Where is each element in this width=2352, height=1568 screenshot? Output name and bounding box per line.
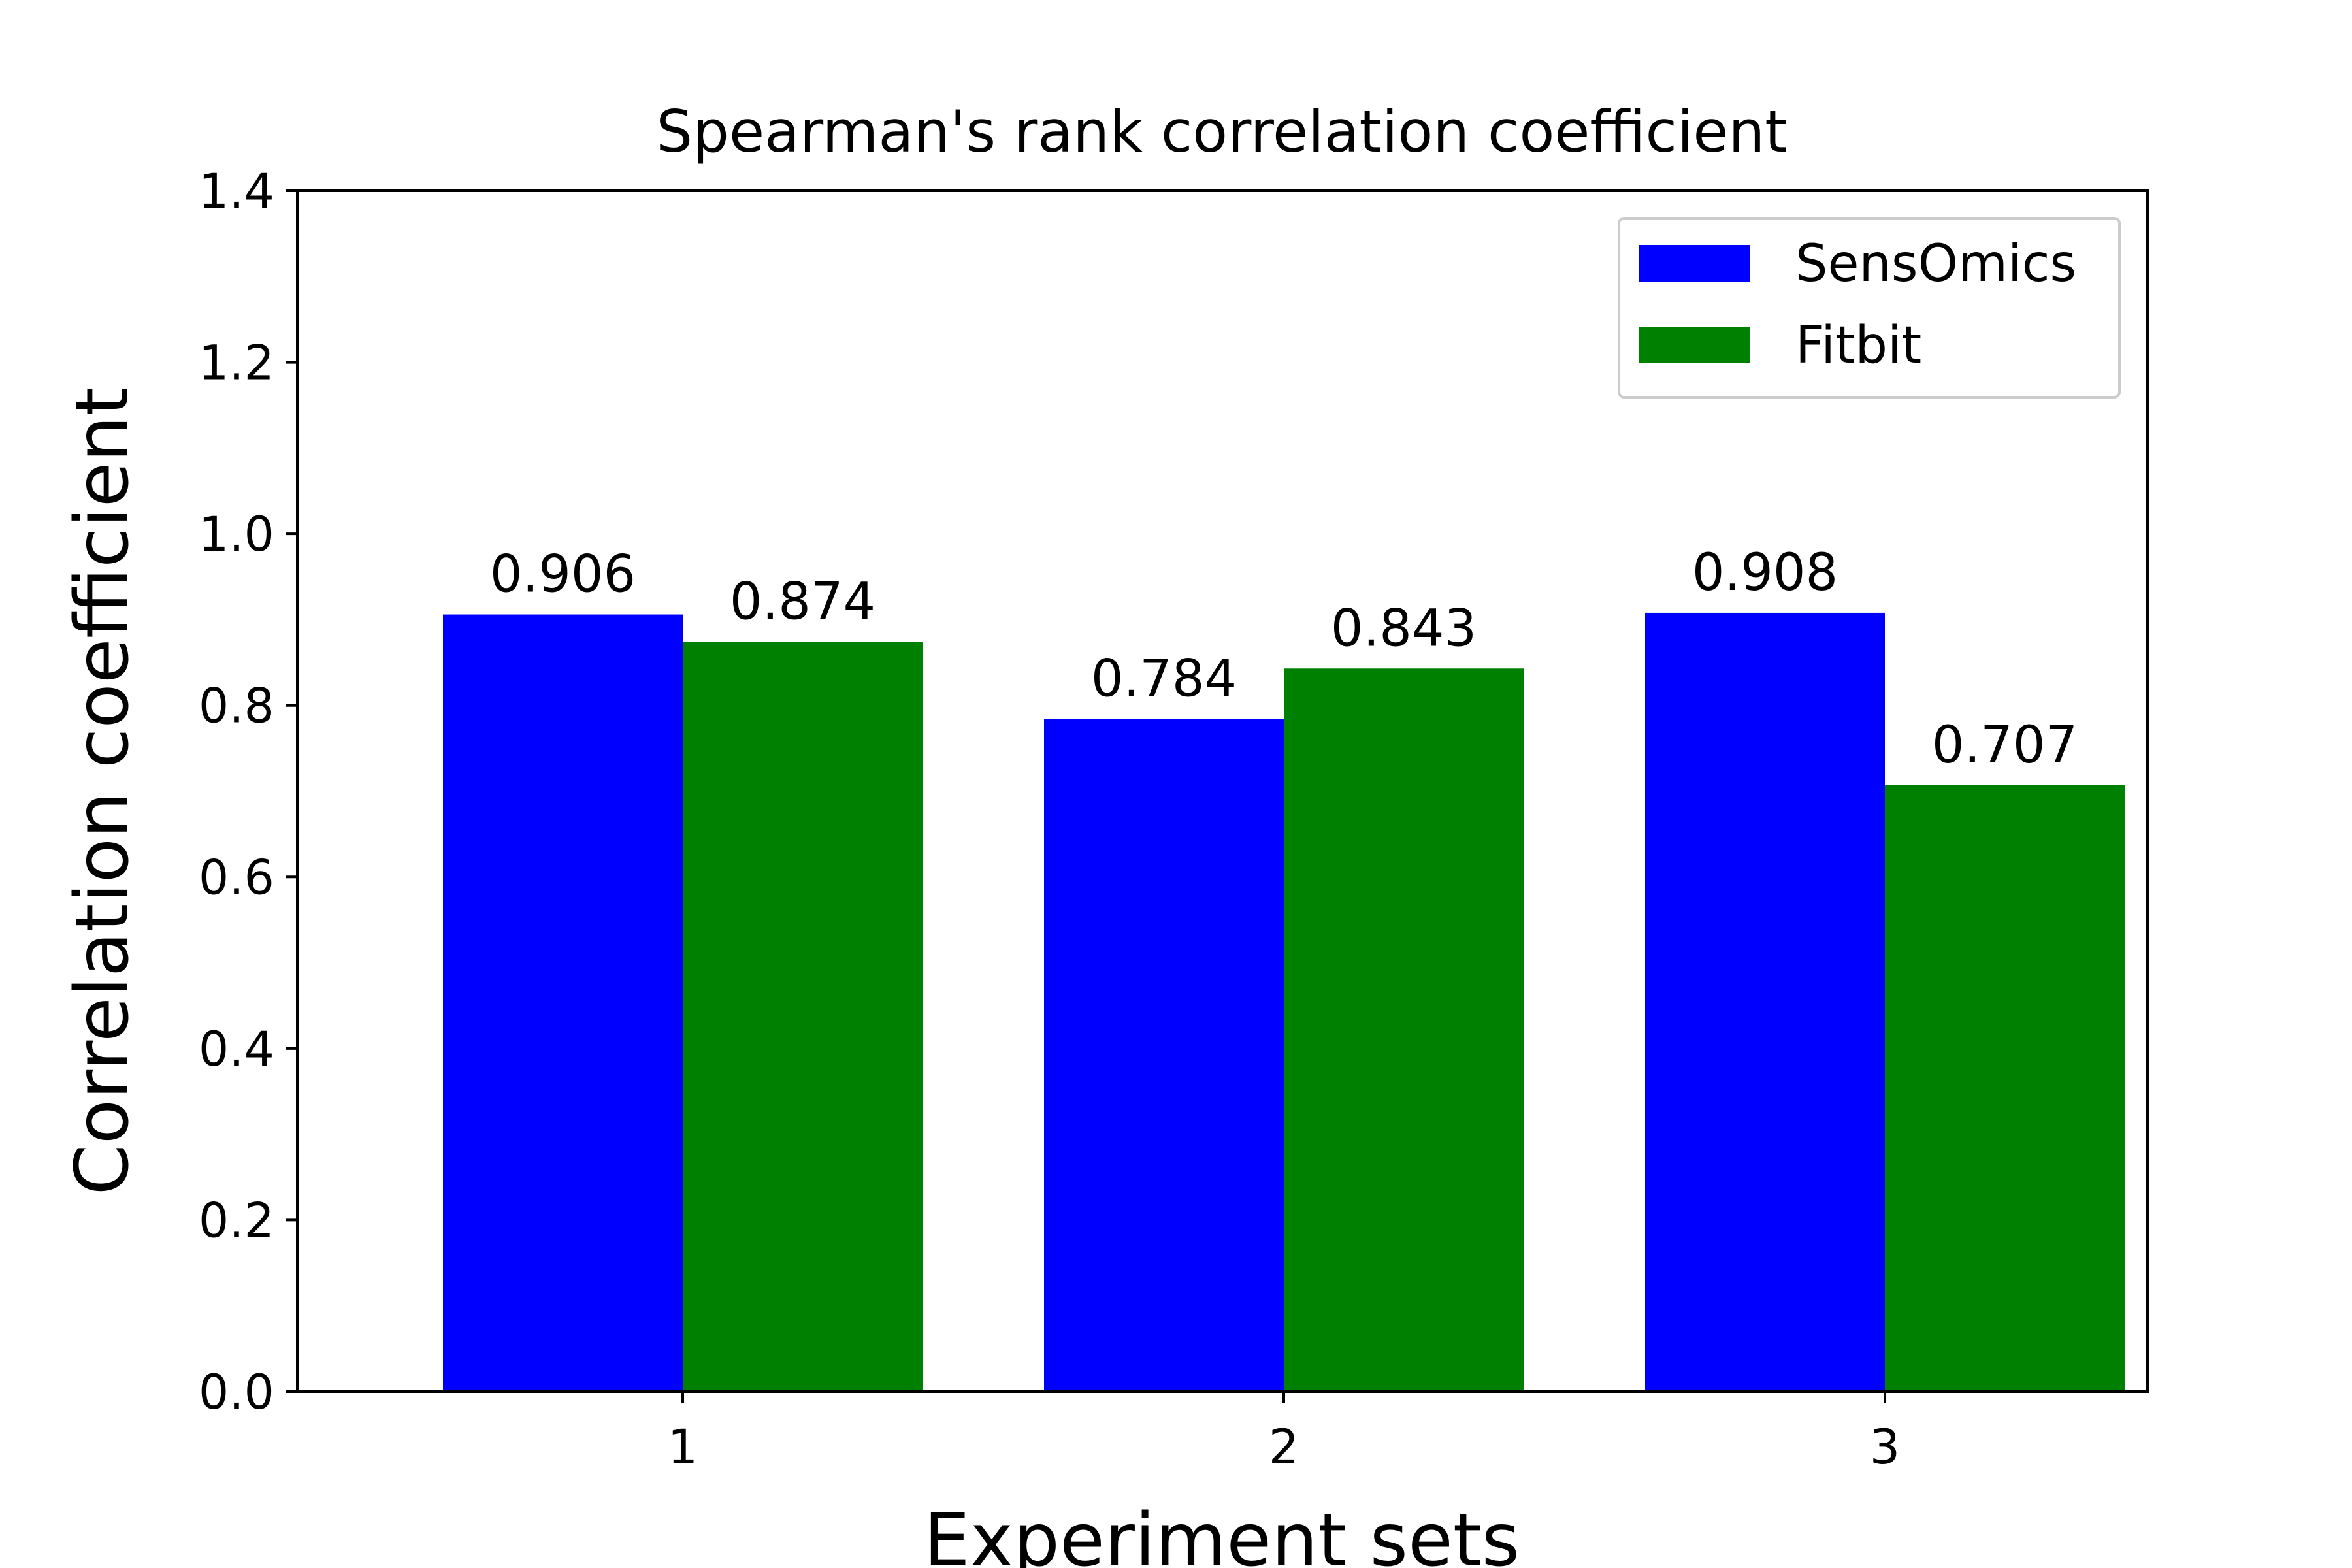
data-label-sensomics-2: 0.784 [1091,650,1237,709]
legend-swatch-sensomics [1639,245,1750,282]
bar-fitbit-1 [683,642,923,1392]
legend-label-fitbit: Fitbit [1795,316,1921,375]
bar-sensomics-1 [443,614,683,1392]
y-tick-label: 1.2 [199,336,274,391]
legend-swatch-fitbit [1639,327,1750,363]
x-tick-label: 1 [668,1420,698,1475]
plot-frame [296,189,2149,1393]
bar-fitbit-2 [1284,668,1524,1392]
data-label-sensomics-3: 0.908 [1692,544,1838,602]
data-label-fitbit-3: 0.707 [1932,716,2078,775]
x-tick-label: 2 [1269,1420,1299,1475]
y-axis-label: Correlation coefficient [60,387,145,1196]
y-tick-label: 0.6 [199,850,274,906]
y-tick-label: 1.4 [199,164,274,220]
y-tick-label: 0.2 [199,1193,274,1249]
y-tick-label: 1.0 [199,507,274,563]
y-tick-label: 0.8 [199,679,274,734]
data-label-fitbit-2: 0.843 [1331,599,1477,658]
data-label-sensomics-1: 0.906 [490,546,636,604]
x-tick-label: 3 [1870,1420,1900,1475]
chart-title: Spearman's rank correlation coefficient [656,98,1788,165]
bar-fitbit-3 [1885,785,2125,1392]
legend: SensOmics Fitbit [1618,217,2121,399]
y-tick-label: 0.4 [199,1022,274,1077]
y-axis: 0.0 0.2 0.4 0.6 0.8 1.0 1.2 1.4 [199,164,297,1420]
bar-sensomics-3 [1645,612,1885,1392]
x-axis: 1 2 3 [668,1392,1900,1475]
bars-layer: 0.906 0.874 0.784 0.843 0.908 0.707 [443,544,2125,1392]
y-tick-label: 0.0 [199,1365,274,1420]
bar-sensomics-2 [1044,719,1284,1392]
legend-label-sensomics: SensOmics [1795,235,2076,293]
data-label-fitbit-1: 0.874 [730,573,875,632]
x-axis-label: Experiment sets [924,1498,1520,1568]
